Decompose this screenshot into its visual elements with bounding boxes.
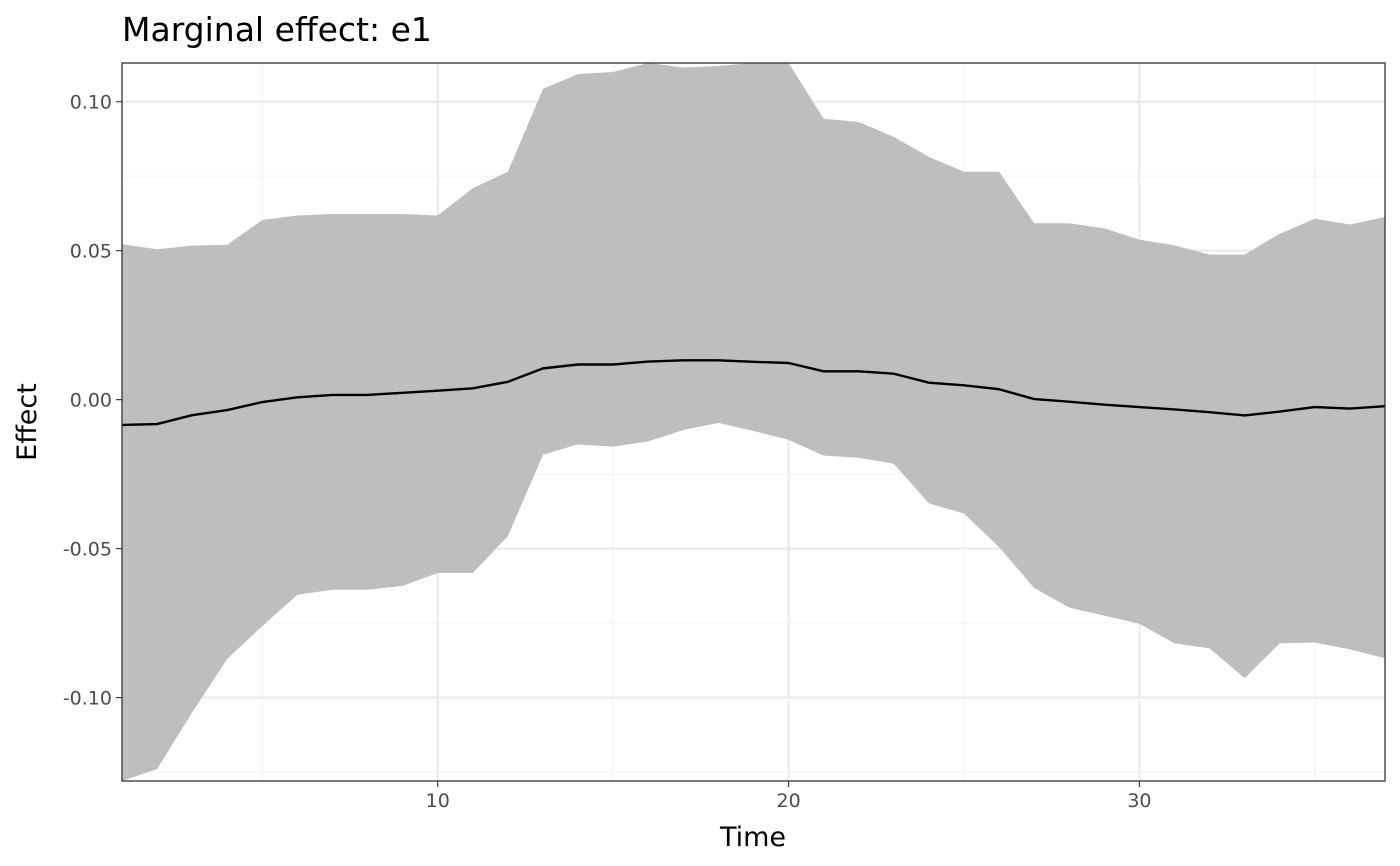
y-axis: 0.10 0.05 0.00 -0.05 -0.10 <box>63 92 122 710</box>
panel-border <box>121 62 1386 782</box>
effect-line-layer <box>122 359 1385 427</box>
chart-title: Marginal effect: e1 <box>122 10 432 49</box>
confidence-band-layer <box>122 63 1385 781</box>
x-tick-label: 10 <box>426 790 450 812</box>
y-tick-label: -0.10 <box>63 688 112 710</box>
y-tick-label: -0.05 <box>63 539 112 561</box>
plot-panel <box>121 62 1386 782</box>
y-axis-title: Effect <box>12 383 43 461</box>
y-tick-label: 0.10 <box>70 92 112 114</box>
y-tick-label: 0.05 <box>70 241 112 263</box>
confidence-band <box>122 63 1385 781</box>
x-tick-label: 20 <box>776 790 800 812</box>
x-axis-title: Time <box>719 822 786 853</box>
x-tick-label: 30 <box>1127 790 1151 812</box>
x-axis: 10 20 30 <box>426 781 1152 812</box>
effect-line <box>122 359 1385 427</box>
y-tick-label: 0.00 <box>70 390 112 412</box>
